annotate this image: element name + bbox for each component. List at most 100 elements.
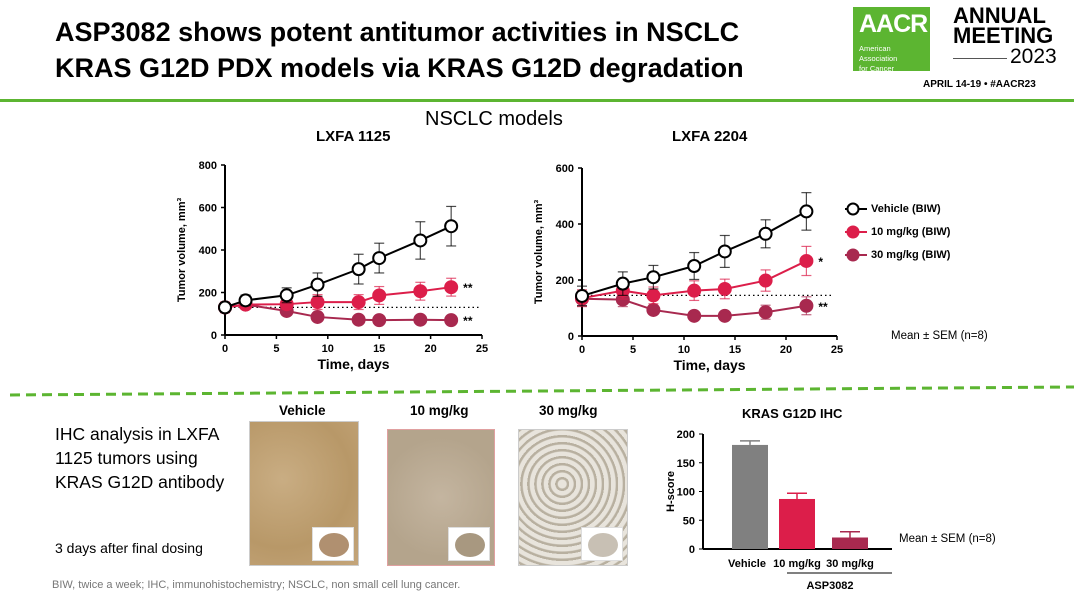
- bar-y-tick-label: 0: [689, 544, 695, 556]
- bar-y-tick-label: 200: [677, 429, 695, 441]
- mean-sem-note: Mean ± SEM (n=8): [891, 330, 988, 342]
- significance-mark: **: [463, 281, 473, 295]
- ihc-description: IHC analysis in LXFA 1125 tumors using K…: [55, 424, 225, 492]
- data-point: [646, 302, 661, 317]
- data-point: [218, 300, 232, 315]
- x-axis-label: Time, days: [317, 356, 389, 372]
- annual-meeting: ANNUAL MEETING: [953, 3, 1054, 48]
- data-point: [799, 204, 814, 219]
- meeting-dates: APRIL 14-19 • #AACR23: [923, 79, 1036, 90]
- ihc-image-vehicle: [249, 421, 359, 566]
- title-line-1: ASP3082 shows potent antitumor activitie…: [55, 17, 740, 47]
- data-point: [372, 251, 387, 266]
- legend-30mg: 30 mg/kg (BIW): [871, 249, 951, 261]
- data-point: [717, 308, 732, 323]
- ihc-image-10mg: [387, 429, 495, 566]
- legend-10mg: 10 mg/kg (BIW): [871, 226, 951, 238]
- bar-2: [832, 537, 868, 549]
- data-point: [310, 295, 325, 310]
- data-point: [413, 284, 428, 299]
- y-tick-label: 400: [556, 219, 574, 231]
- bar-chart-title: KRAS G12D IHC: [742, 406, 843, 421]
- y-tick-label: 800: [199, 160, 217, 172]
- x-tick-label: 10: [678, 344, 690, 356]
- bar-mean-sem-note: Mean ± SEM (n=8): [899, 533, 996, 545]
- data-point: [687, 259, 702, 273]
- bar-y-tick-label: 150: [677, 458, 695, 470]
- x-tick-label: 0: [579, 344, 585, 356]
- data-point: [444, 280, 459, 295]
- x-tick-label: 5: [630, 344, 636, 356]
- ihc-timing: 3 days after final dosing: [55, 540, 203, 556]
- data-point: [758, 305, 773, 320]
- title-line-2: KRAS G12D PDX models via KRAS G12D degra…: [55, 53, 744, 83]
- group-label: ASP3082: [806, 580, 853, 592]
- y-tick-label: 0: [211, 330, 217, 342]
- x-tick-label: 15: [373, 343, 385, 355]
- x-tick-label: 20: [780, 344, 792, 356]
- x-tick-label: 0: [222, 343, 228, 355]
- data-point: [575, 288, 589, 303]
- y-axis-label: Tumor volume, mm³: [176, 198, 188, 303]
- header-divider: [0, 99, 1074, 102]
- ihc-label-30mg: 30 mg/kg: [539, 403, 598, 418]
- bar-category-label: 10 mg/kg: [773, 558, 821, 570]
- y-tick-label: 200: [199, 288, 217, 300]
- data-point: [799, 298, 814, 313]
- y-axis-label: Tumor volume, mm³: [533, 200, 545, 305]
- section-divider: [9, 385, 1074, 397]
- data-point: [758, 273, 773, 288]
- y-tick-label: 600: [556, 163, 574, 175]
- ihc-label-10mg: 10 mg/kg: [410, 403, 469, 418]
- data-point: [238, 293, 253, 308]
- aacr-logo: AACR American Association for Cancer Resea…: [853, 7, 930, 83]
- chart1-title: LXFA 1125: [316, 128, 391, 145]
- bar-y-tick-label: 100: [677, 487, 695, 499]
- significance-mark: **: [818, 300, 828, 314]
- data-point: [372, 288, 387, 303]
- legend-marker: [846, 202, 860, 216]
- footnote: BIW, twice a week; IHC, immunohistochemi…: [52, 579, 461, 591]
- y-tick-label: 0: [568, 331, 574, 343]
- data-point: [646, 288, 661, 303]
- aacr-wordmark: AACR: [859, 10, 928, 38]
- data-point: [799, 253, 814, 268]
- x-tick-label: 20: [424, 343, 436, 355]
- section-title: NSCLC models: [425, 108, 563, 130]
- x-tick-label: 25: [476, 343, 488, 355]
- data-point: [351, 312, 366, 327]
- divider: [953, 58, 1007, 59]
- data-point: [687, 308, 702, 323]
- ihc-image-30mg: [518, 429, 628, 566]
- bar-0: [732, 444, 768, 549]
- data-point: [279, 288, 294, 303]
- data-point: [310, 309, 325, 324]
- y-tick-label: 600: [199, 203, 217, 215]
- chart2-title: LXFA 2204: [672, 128, 748, 145]
- x-axis-label: Time, days: [673, 357, 745, 373]
- data-point: [646, 270, 661, 285]
- significance-mark: **: [463, 314, 473, 328]
- data-point: [372, 313, 387, 328]
- legend-vehicle: Vehicle (BIW): [871, 203, 941, 215]
- x-tick-label: 25: [831, 344, 843, 356]
- data-point: [758, 226, 773, 241]
- ihc-label-vehicle: Vehicle: [279, 403, 326, 418]
- legend-marker: [846, 248, 860, 262]
- data-point: [310, 277, 325, 292]
- data-point: [351, 295, 366, 310]
- x-tick-label: 15: [729, 344, 741, 356]
- data-point: [444, 219, 459, 234]
- bar-y-tick-label: 50: [683, 515, 695, 527]
- data-point: [413, 233, 428, 248]
- data-point: [687, 283, 702, 298]
- data-point: [351, 262, 366, 277]
- data-point: [413, 312, 428, 327]
- slide-title: ASP3082 shows potent antitumor activitie…: [55, 14, 744, 86]
- data-point: [444, 313, 459, 328]
- data-point: [717, 281, 732, 296]
- data-point: [717, 244, 732, 259]
- bar-category-label: Vehicle: [728, 558, 766, 570]
- bar-category-label: 30 mg/kg: [826, 558, 874, 570]
